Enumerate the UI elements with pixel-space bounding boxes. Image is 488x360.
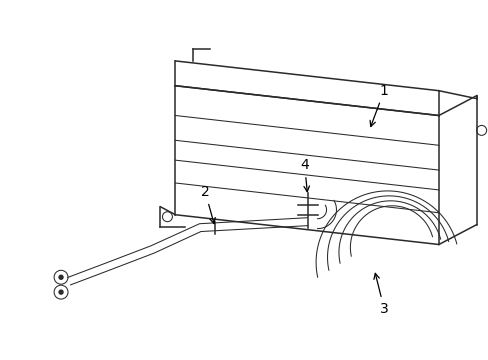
Text: 1: 1 xyxy=(369,84,388,126)
Text: 3: 3 xyxy=(373,273,388,316)
Circle shape xyxy=(59,290,63,294)
Text: 2: 2 xyxy=(201,185,215,224)
Text: 4: 4 xyxy=(300,158,309,192)
Circle shape xyxy=(59,275,63,279)
